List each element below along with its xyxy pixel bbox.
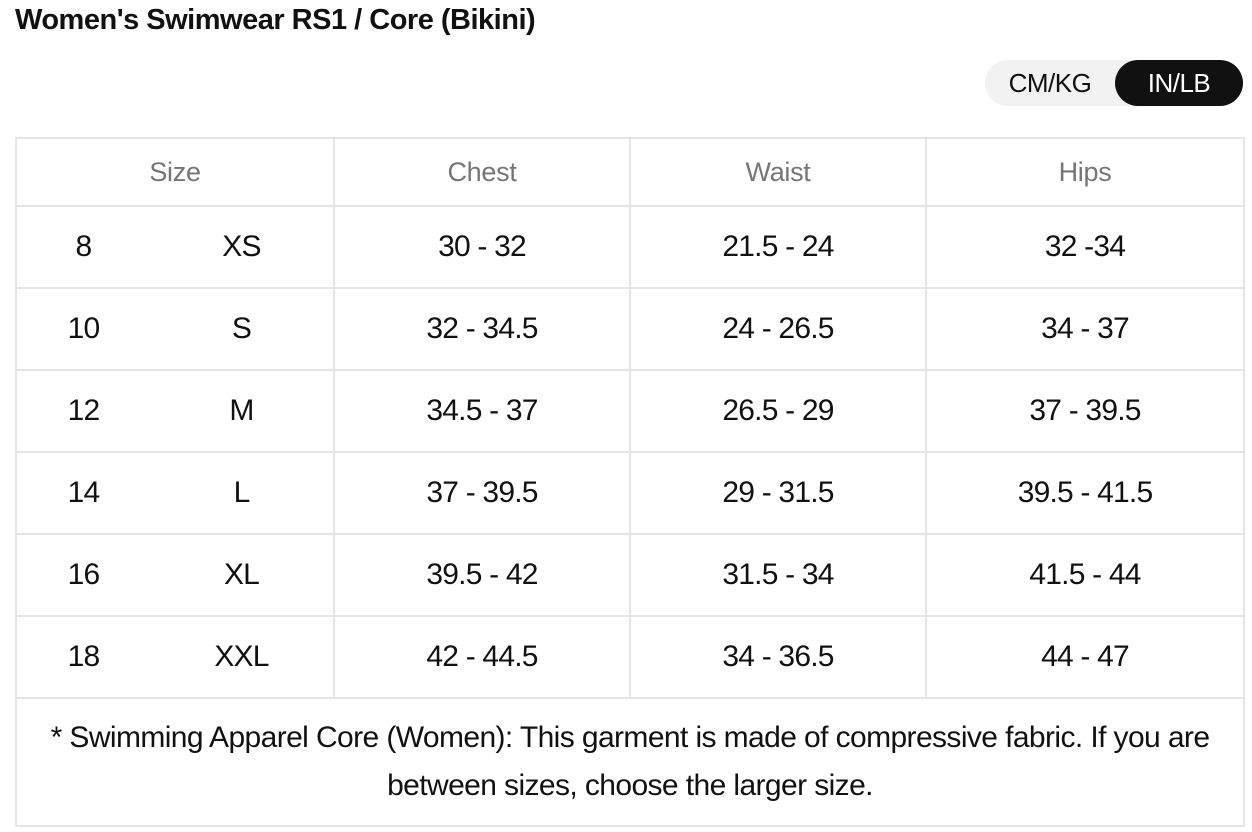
size-number: 14 bbox=[15, 451, 150, 535]
chest-value: 34.5 - 37 bbox=[333, 369, 632, 453]
waist-value: 21.5 - 24 bbox=[629, 205, 928, 289]
waist-value: 29 - 31.5 bbox=[629, 451, 928, 535]
waist-value: 31.5 - 34 bbox=[629, 533, 928, 617]
size-number: 8 bbox=[15, 205, 150, 289]
waist-value: 34 - 36.5 bbox=[629, 615, 928, 699]
hips-value: 41.5 - 44 bbox=[925, 533, 1246, 617]
hips-value: 32 -34 bbox=[925, 205, 1246, 289]
chest-value: 42 - 44.5 bbox=[333, 615, 632, 699]
header-waist: Waist bbox=[629, 137, 928, 207]
size-chart-table: Size Chest Waist Hips 8 XS 30 - 32 21.5 … bbox=[14, 137, 1246, 827]
header-chest: Chest bbox=[333, 137, 632, 207]
size-letter: L bbox=[150, 451, 336, 535]
table-row: 10 S 32 - 34.5 24 - 26.5 34 - 37 bbox=[15, 287, 1246, 371]
hips-value: 37 - 39.5 bbox=[925, 369, 1246, 453]
table-row: 8 XS 30 - 32 21.5 - 24 32 -34 bbox=[15, 205, 1246, 289]
table-note-row: * Swimming Apparel Core (Women): This ga… bbox=[14, 697, 1246, 827]
table-row: 18 XXL 42 - 44.5 34 - 36.5 44 - 47 bbox=[15, 615, 1246, 699]
unit-option-in-lb[interactable]: IN/LB bbox=[1115, 60, 1243, 106]
chest-value: 37 - 39.5 bbox=[333, 451, 632, 535]
hips-value: 44 - 47 bbox=[925, 615, 1246, 699]
size-number: 10 bbox=[15, 287, 150, 371]
size-number: 16 bbox=[15, 533, 150, 617]
fit-note: * Swimming Apparel Core (Women): This ga… bbox=[14, 697, 1246, 827]
page-title: Women's Swimwear RS1 / Core (Bikini) bbox=[15, 4, 536, 36]
table-row: 12 M 34.5 - 37 26.5 - 29 37 - 39.5 bbox=[15, 369, 1246, 453]
hips-value: 39.5 - 41.5 bbox=[925, 451, 1246, 535]
size-letter: S bbox=[150, 287, 336, 371]
chest-value: 30 - 32 bbox=[333, 205, 632, 289]
waist-value: 26.5 - 29 bbox=[629, 369, 928, 453]
header-hips: Hips bbox=[925, 137, 1246, 207]
hips-value: 34 - 37 bbox=[925, 287, 1246, 371]
header-size: Size bbox=[14, 137, 336, 207]
size-number: 18 bbox=[15, 615, 150, 699]
size-letter: M bbox=[150, 369, 336, 453]
size-letter: XL bbox=[150, 533, 336, 617]
chest-value: 32 - 34.5 bbox=[333, 287, 632, 371]
size-letter: XS bbox=[150, 205, 336, 289]
unit-toggle: CM/KG IN/LB bbox=[985, 60, 1243, 106]
chest-value: 39.5 - 42 bbox=[333, 533, 632, 617]
unit-option-cm-kg[interactable]: CM/KG bbox=[985, 60, 1115, 106]
table-header-row: Size Chest Waist Hips bbox=[14, 137, 1246, 207]
table-row: 16 XL 39.5 - 42 31.5 - 34 41.5 - 44 bbox=[15, 533, 1246, 617]
table-row: 14 L 37 - 39.5 29 - 31.5 39.5 - 41.5 bbox=[15, 451, 1246, 535]
size-letter: XXL bbox=[150, 615, 336, 699]
size-number: 12 bbox=[15, 369, 150, 453]
waist-value: 24 - 26.5 bbox=[629, 287, 928, 371]
